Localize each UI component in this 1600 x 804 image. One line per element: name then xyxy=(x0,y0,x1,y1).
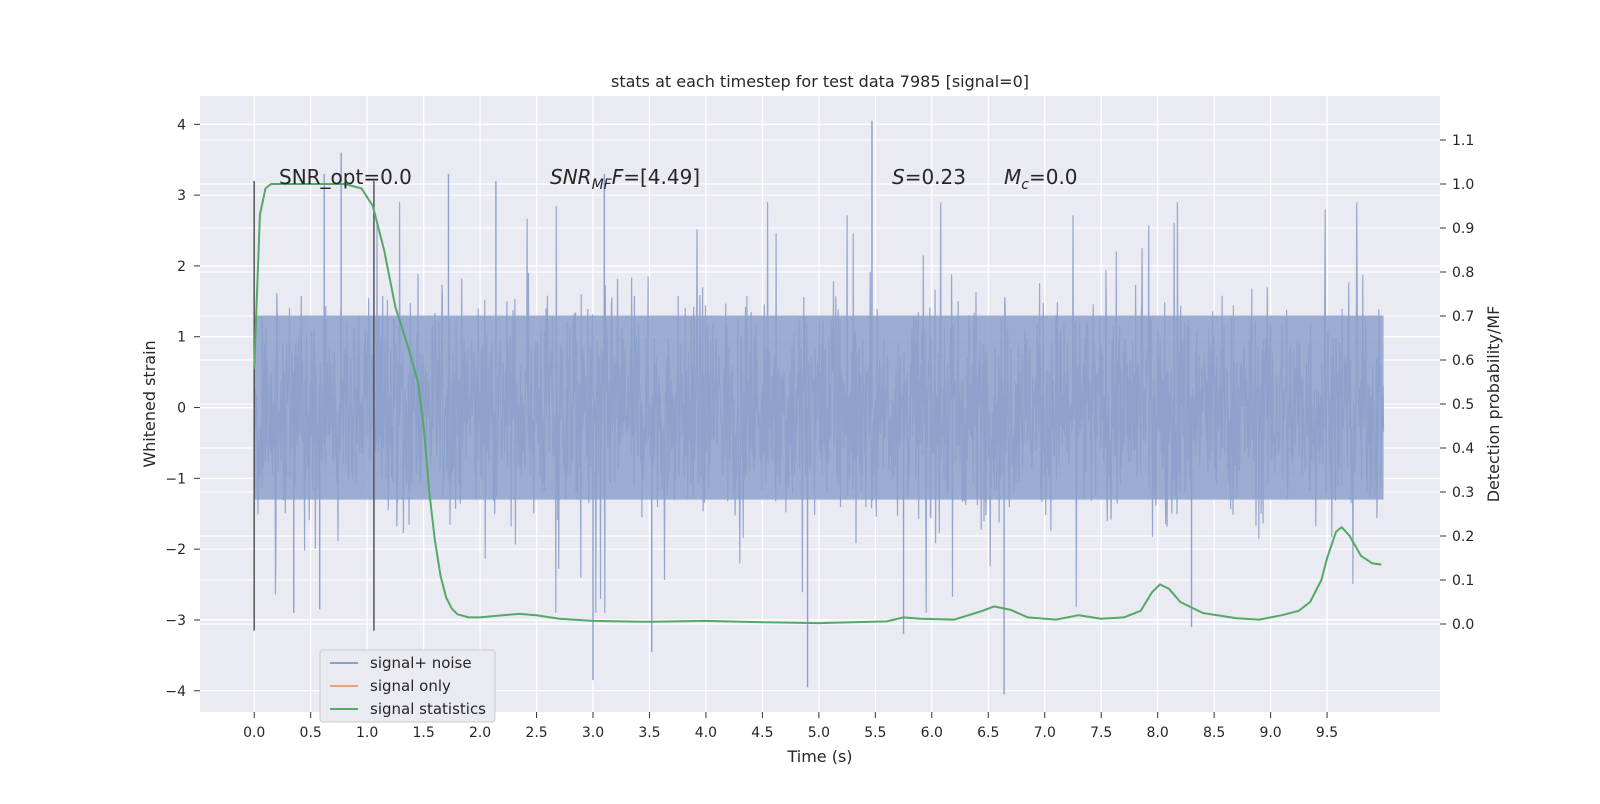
legend-label-signal-statistics: signal statistics xyxy=(370,700,486,718)
y-tick-label: 0 xyxy=(177,401,186,417)
y-tick-label: −2 xyxy=(165,542,186,558)
y-axis-label: Whitened strain xyxy=(140,340,159,467)
legend-box xyxy=(319,649,496,723)
y-tick-label: 3 xyxy=(177,188,186,204)
annotation-snr-mf: SNRMFF=[4.49] xyxy=(550,165,700,193)
right-y-tick-label: 0.3 xyxy=(1452,485,1474,501)
right-y-tick-label: 1.0 xyxy=(1452,177,1474,193)
right-y-tick-label: 0.8 xyxy=(1452,265,1474,281)
right-y-tick-label: 0.6 xyxy=(1452,353,1474,369)
vertical-marker-group xyxy=(253,180,375,631)
right-y-tick-label: 0.4 xyxy=(1452,441,1474,457)
annotation-snr-opt: SNR_opt=0.0 xyxy=(279,165,412,189)
right-y-tick-label: 0.2 xyxy=(1452,529,1474,545)
y-tick-label: 4 xyxy=(177,117,186,133)
x-tick-label: 2.0 xyxy=(469,725,491,741)
x-tick-label: 4.0 xyxy=(695,725,717,741)
x-tick-label: 6.0 xyxy=(921,725,943,741)
y-tick-label: −1 xyxy=(165,471,186,487)
axis-group: 0.0 0.5 1.0 1.5 2.0 2.5 3.0 3.5 4.0 4.5 5.0 5.5 6.0 6… xyxy=(165,117,1474,741)
y-tick-label: 1 xyxy=(177,330,186,346)
legend-label-signal-only: signal only xyxy=(370,677,451,695)
x-tick-label: 6.5 xyxy=(977,725,999,741)
legend-label-signal-noise: signal+ noise xyxy=(370,654,472,672)
x-tick-label: 2.5 xyxy=(525,725,547,741)
legend: signal+ noise signal only signal statist… xyxy=(319,649,496,723)
statistics-series-group xyxy=(253,183,1382,625)
x-tick-label: 5.0 xyxy=(808,725,830,741)
right-y-tick-label: 0.5 xyxy=(1452,397,1474,413)
signal-statistics-line xyxy=(253,183,1382,625)
x-tick-label: 1.0 xyxy=(356,725,378,741)
x-tick-label: 9.0 xyxy=(1259,725,1281,741)
annotation-mc: Mc=0.0 xyxy=(1004,165,1078,193)
right-y-tick-label: 1.1 xyxy=(1452,133,1474,149)
y-tick-label: −4 xyxy=(165,684,186,700)
x-tick-label: 8.5 xyxy=(1203,725,1225,741)
annotation-s: S=0.23 xyxy=(892,165,966,189)
right-y-tick-label: 0.1 xyxy=(1452,573,1474,589)
right-y-tick-label: 0.0 xyxy=(1452,617,1474,633)
noise-series-group xyxy=(253,120,1385,695)
x-tick-label: 3.5 xyxy=(638,725,660,741)
right-y-axis-label: Detection probability/MF xyxy=(1484,306,1503,503)
x-tick-label: 1.5 xyxy=(412,725,434,741)
y-tick-label: −3 xyxy=(165,613,186,629)
x-tick-label: 8.0 xyxy=(1147,725,1169,741)
x-tick-label: 9.5 xyxy=(1316,725,1338,741)
x-tick-label: 7.0 xyxy=(1034,725,1056,741)
right-y-tick-label: 0.9 xyxy=(1452,221,1474,237)
y-tick-label: 2 xyxy=(177,259,186,275)
noise-band xyxy=(254,315,1384,500)
x-tick-label: 7.5 xyxy=(1090,725,1112,741)
chart-title: stats at each timestep for test data 798… xyxy=(611,72,1029,91)
x-tick-label: 3.0 xyxy=(582,725,604,741)
annotation-group: SNR_opt=0.0 SNRMFF=[4.49] S=0.23 Mc=0.0 xyxy=(279,165,1078,193)
x-tick-label: 0.0 xyxy=(243,725,265,741)
x-tick-label: 0.5 xyxy=(300,725,322,741)
x-tick-label: 5.5 xyxy=(864,725,886,741)
x-tick-label: 4.5 xyxy=(751,725,773,741)
x-axis-label: Time (s) xyxy=(786,747,852,766)
right-y-tick-label: 0.7 xyxy=(1452,309,1474,325)
